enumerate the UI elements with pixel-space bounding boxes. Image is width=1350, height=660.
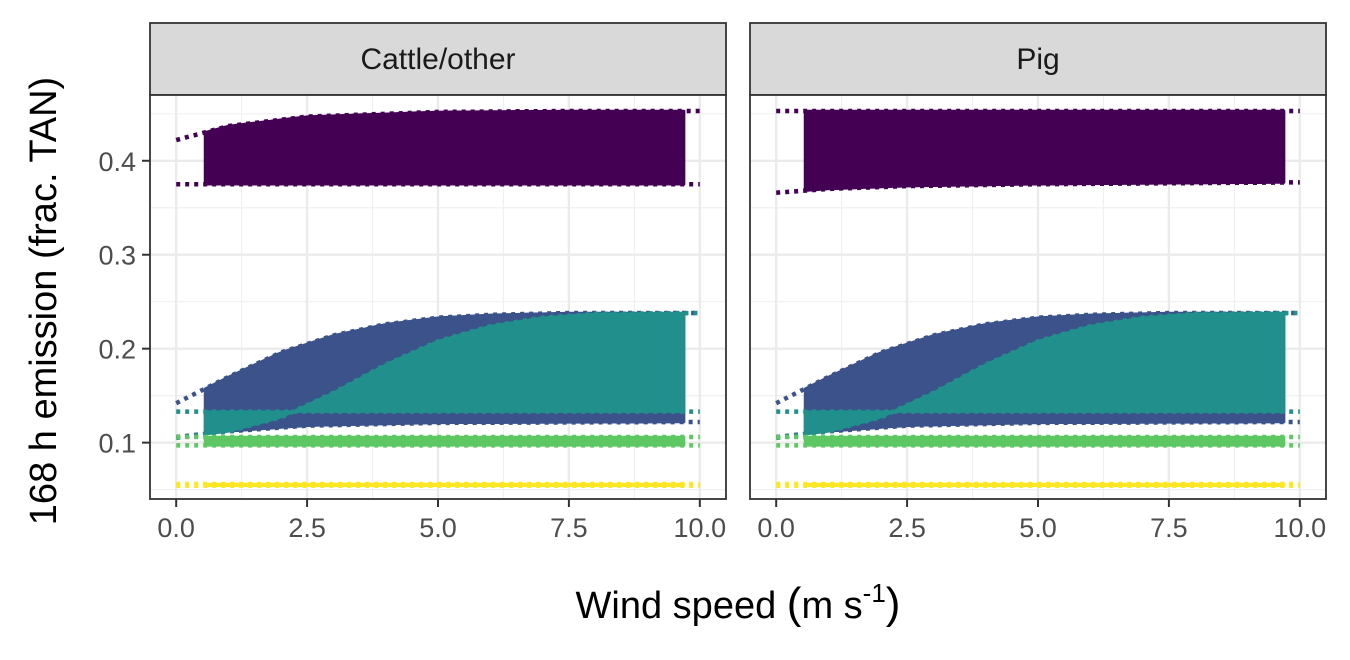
panel-pig: Pig 0.0 2.5 5.0 7.5 10.0 — [749, 22, 1327, 543]
facet-strip — [749, 22, 1327, 96]
series-4 — [176, 434, 700, 448]
y-tick-label: 0.1 — [98, 429, 136, 459]
x-axis-title-main: Wind speed — [576, 585, 787, 627]
series-3-ribbon — [803, 311, 1286, 436]
series-1-ribbon — [203, 109, 686, 186]
y-tick-label: 0.2 — [98, 335, 136, 365]
series-5-ribbon — [203, 482, 686, 488]
series-3 — [775, 310, 1300, 441]
x-tick-label: 5.0 — [419, 513, 457, 543]
x-tick-label: 7.5 — [550, 513, 588, 543]
panel-cattle-other: Cattle/other 0.0 2.5 5.0 7.5 10.0 0.1 0.2 0.3 0.4 — [98, 22, 727, 543]
x-tick-label: 7.5 — [1150, 513, 1188, 543]
x-axis-title-close: ) — [886, 579, 901, 628]
series-5 — [176, 481, 700, 489]
x-axis-title-exponent: -1 — [863, 578, 886, 608]
series-5-ribbon — [803, 482, 1286, 488]
x-axis-title-open: ( — [787, 579, 802, 628]
series-1-ribbon — [803, 109, 1286, 192]
series-1 — [175, 108, 700, 187]
series-4-ribbon — [203, 435, 686, 447]
series-layer — [775, 108, 1300, 489]
x-tick-label: 0.0 — [157, 513, 195, 543]
x-tick-label: 0.0 — [757, 513, 795, 543]
series-5 — [776, 481, 1300, 489]
x-axis-title-unit: m s — [801, 585, 862, 627]
series-3-ribbon — [203, 311, 686, 436]
facet-strip-label: Cattle/other — [360, 43, 515, 76]
x-tick-label: 10.0 — [674, 513, 727, 543]
y-tick-label: 0.4 — [98, 147, 136, 177]
x-tick-label: 2.5 — [288, 513, 326, 543]
series-layer — [175, 108, 700, 489]
series-3 — [175, 310, 700, 441]
y-tick-label: 0.3 — [98, 241, 136, 271]
series-4 — [776, 434, 1300, 448]
facet-strip-label: Pig — [1016, 43, 1059, 76]
x-axis-title: Wind speed (m s-1) — [576, 578, 901, 628]
facet-strip — [149, 22, 727, 96]
x-tick-label: 2.5 — [888, 513, 926, 543]
y-axis-title: 168 h emission (frac. TAN) — [23, 77, 65, 525]
series-4-ribbon — [803, 435, 1286, 447]
x-tick-label: 10.0 — [1274, 513, 1327, 543]
x-tick-label: 5.0 — [1019, 513, 1057, 543]
series-1 — [776, 108, 1300, 195]
